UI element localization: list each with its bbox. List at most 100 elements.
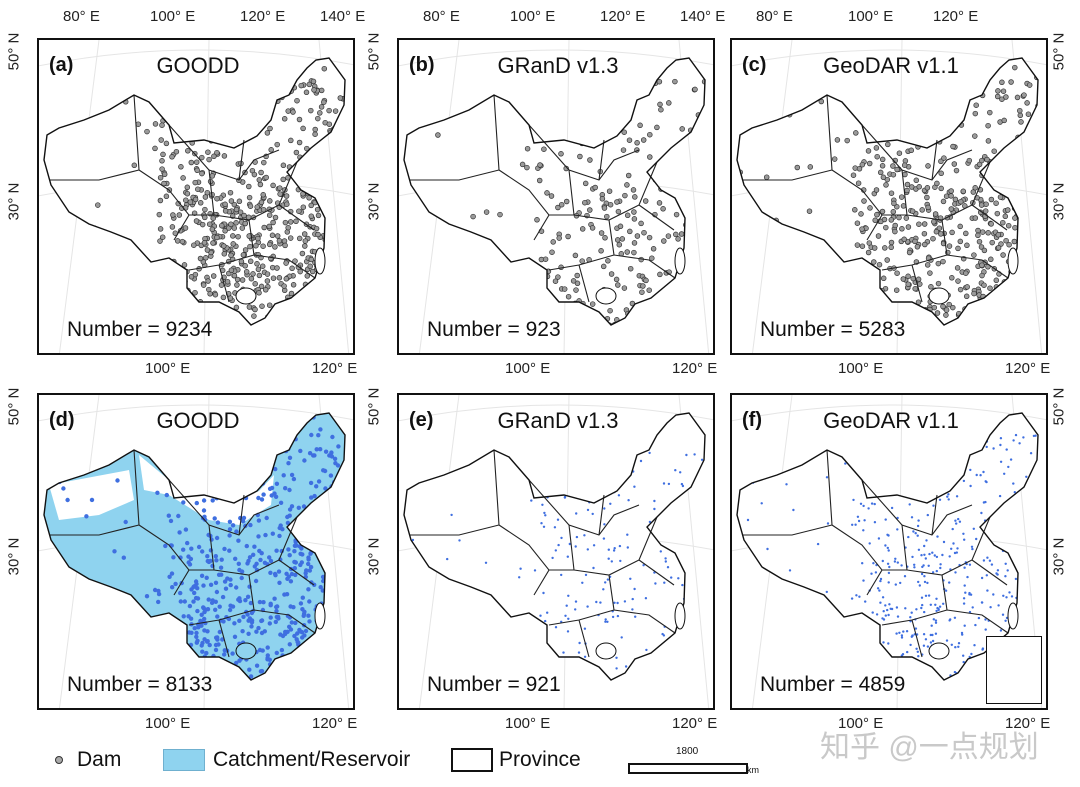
reservoir-point — [337, 494, 342, 499]
reservoir-point — [972, 527, 975, 530]
dam-point — [304, 145, 310, 152]
lon-tick-bottom: 120° E — [312, 360, 358, 377]
dam-point — [656, 78, 663, 85]
dam-point — [332, 259, 338, 265]
reservoir-point — [332, 592, 338, 597]
reservoir-point — [329, 668, 335, 673]
dam-point — [807, 164, 814, 170]
dam-point — [643, 301, 649, 307]
reservoir-point — [102, 618, 107, 623]
reservoir-point — [227, 666, 233, 671]
dam-point — [766, 248, 772, 254]
dam-point — [422, 225, 429, 231]
reservoir-point — [867, 507, 870, 510]
dam-point — [1002, 213, 1009, 220]
dam-point — [704, 142, 705, 149]
dam-point — [308, 202, 314, 209]
reservoir-point — [981, 648, 984, 651]
dam-point — [942, 126, 948, 133]
reservoir-point — [1013, 491, 1016, 494]
dam-point — [1025, 293, 1032, 299]
dam-point — [981, 247, 988, 254]
reservoir-point — [286, 547, 291, 552]
dam-point — [247, 43, 252, 48]
reservoir-point — [631, 608, 634, 611]
reservoir-point — [566, 555, 569, 558]
reservoir-point — [198, 618, 203, 624]
dam-point — [204, 247, 211, 253]
dam-point — [615, 208, 622, 215]
dam-point — [1017, 107, 1023, 114]
reservoir-point — [574, 545, 577, 548]
reservoir-point — [701, 478, 704, 481]
dam-point — [276, 238, 283, 244]
reservoir-point — [1035, 583, 1038, 586]
dam-point — [325, 313, 332, 320]
dam-point — [218, 282, 225, 288]
dam-point — [1025, 294, 1032, 301]
dam-point — [195, 302, 201, 309]
reservoir-point — [292, 549, 297, 554]
dam-point — [888, 239, 895, 246]
reservoir-point — [911, 555, 914, 559]
dam-point — [1011, 141, 1018, 148]
dam-point — [270, 275, 277, 281]
dam-point — [859, 161, 866, 168]
reservoir-point — [978, 678, 982, 680]
panel-label: (e) — [409, 409, 434, 431]
dam-point — [227, 189, 234, 196]
reservoir-point — [131, 395, 135, 398]
dam-point — [306, 81, 313, 88]
reservoir-point — [283, 631, 288, 637]
panel-title: GOODD — [156, 408, 240, 433]
reservoir-point — [874, 656, 877, 659]
reservoir-point — [247, 667, 252, 672]
reservoir-point — [334, 656, 340, 661]
dam-point — [195, 186, 201, 192]
dam-point — [435, 132, 441, 138]
reservoir-point — [298, 658, 303, 663]
dam-point — [967, 324, 974, 325]
reservoir-point — [938, 498, 942, 501]
reservoir-point — [205, 667, 210, 673]
dam-point — [872, 217, 878, 224]
dam-point — [995, 306, 1001, 313]
reservoir-point — [345, 543, 349, 547]
reservoir-point — [291, 660, 296, 665]
reservoir-point — [701, 525, 705, 529]
dam-point — [211, 153, 217, 160]
reservoir-point — [324, 592, 330, 597]
reservoir-point — [232, 671, 237, 677]
reservoir-point — [215, 520, 221, 525]
dam-point — [230, 241, 236, 247]
dam-point — [630, 187, 637, 193]
dam-point — [299, 250, 306, 257]
reservoir-point — [1036, 565, 1038, 569]
reservoir-point — [346, 450, 350, 454]
reservoir-point — [915, 608, 918, 611]
reservoir-point — [259, 618, 265, 623]
dam-point — [950, 304, 956, 311]
dam-point — [184, 190, 191, 197]
reservoir-point — [862, 579, 865, 582]
dam-point — [517, 277, 523, 284]
reservoir-point — [607, 548, 610, 551]
dam-point — [971, 290, 977, 297]
reservoir-point — [272, 491, 277, 496]
reservoir-point — [935, 569, 938, 573]
dam-point — [943, 86, 949, 92]
dam-point — [200, 307, 207, 313]
reservoir-point — [924, 594, 928, 597]
reservoir-point — [920, 596, 924, 599]
dam-point — [582, 180, 589, 187]
dam-point — [672, 279, 678, 285]
dam-point — [235, 233, 241, 240]
reservoir-point — [338, 485, 343, 491]
reservoir-point — [219, 675, 224, 680]
dam-point — [604, 213, 610, 220]
dam-point — [871, 245, 878, 251]
dam-point — [910, 326, 915, 331]
dam-point — [537, 162, 543, 168]
dam-point — [639, 289, 645, 295]
dam-point — [685, 266, 691, 273]
